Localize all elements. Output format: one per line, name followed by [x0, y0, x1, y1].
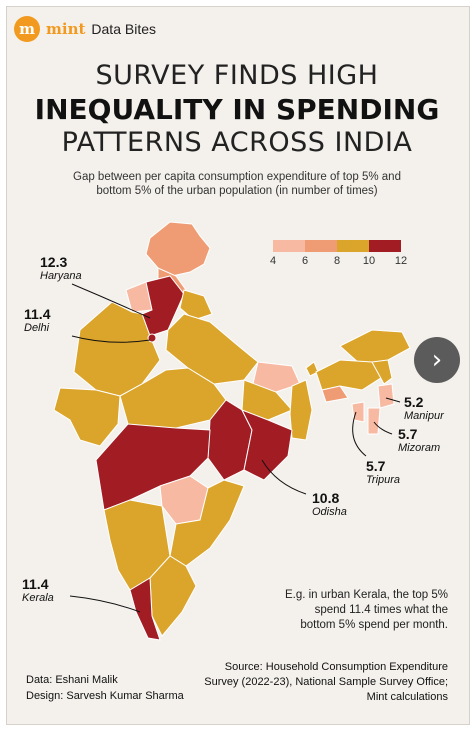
callout-manipur: 5.2 Manipur: [404, 394, 444, 422]
region-jammu-kashmir: [145, 221, 211, 277]
legend-tick: 8: [333, 255, 341, 267]
title-line-1: SURVEY FINDS HIGH: [95, 60, 379, 91]
region-odisha: [240, 409, 293, 481]
region-uttar-pradesh: [165, 313, 259, 385]
subtitle: Gap between per capita consumption expen…: [73, 171, 401, 197]
callout-value: 10.8: [312, 490, 340, 506]
legend-swatch-8-10: [337, 240, 369, 252]
legend-tick: 6: [301, 255, 309, 267]
delhi-leader-line: [71, 335, 151, 343]
callout-value: 11.4: [24, 306, 51, 322]
brand-header: m mint Data Bites: [14, 14, 156, 44]
title-line-3: PATTERNS ACROSS INDIA: [61, 127, 413, 158]
callout-state: Haryana: [40, 270, 82, 282]
region-nagaland: [371, 359, 393, 385]
region-uttarakhand: [179, 289, 213, 321]
region-haryana: [141, 275, 185, 337]
callout-state: Odisha: [312, 506, 347, 518]
credit-design: Design: Sarvesh Kumar Sharma: [26, 690, 184, 702]
callout-odisha: 10.8 Odisha: [312, 490, 347, 518]
region-manipur: [377, 383, 395, 409]
callout-value: 12.3: [40, 254, 68, 270]
region-jharkhand: [241, 379, 293, 421]
source-note: Source: Household Consumption Expenditur…: [204, 661, 448, 703]
mint-logo-icon: m: [14, 16, 40, 42]
credit-data: Data: Eshani Malik: [26, 674, 118, 686]
legend-swatch-6-8: [305, 240, 337, 252]
legend-swatch-10-12: [369, 240, 401, 252]
callout-state: Mizoram: [398, 442, 441, 454]
region-tripura: [351, 401, 365, 423]
brand-section: Data Bites: [91, 21, 156, 37]
callout-value: 5.7: [398, 426, 418, 442]
legend: 4 6 8 10 12: [269, 240, 407, 269]
callout-value: 5.2: [404, 394, 424, 410]
callout-state: Delhi: [24, 322, 50, 334]
region-tamil-nadu: [149, 555, 197, 637]
mizoram-leader-line: [373, 421, 393, 435]
kerala-example-note: E.g. in urban Kerala, the top 5% spend 1…: [284, 589, 448, 631]
callout-mizoram: 5.7 Mizoram: [398, 426, 440, 454]
legend-swatch-4-6: [273, 240, 305, 252]
chevron-right-icon: ›: [431, 345, 443, 375]
haryana-leader-line: [71, 283, 151, 319]
callout-kerala: 11.4 Kerala: [22, 576, 54, 604]
callout-state: Tripura: [366, 474, 401, 486]
legend-tick: 4: [269, 255, 277, 267]
callout-value: 11.4: [22, 576, 49, 592]
region-kerala: [129, 577, 161, 641]
region-mizoram: [367, 407, 381, 435]
region-delhi: [147, 333, 157, 343]
callout-state: Manipur: [404, 410, 444, 422]
region-arunachal: [339, 329, 411, 365]
callout-value: 5.7: [366, 458, 386, 474]
callout-state: Kerala: [22, 592, 54, 604]
region-rajasthan: [73, 301, 161, 397]
legend-tick: 12: [394, 255, 408, 267]
region-meghalaya: [321, 385, 349, 403]
callout-haryana: 12.3 Haryana: [40, 254, 82, 282]
region-gujarat: [53, 387, 121, 447]
brand-name: mint: [46, 20, 86, 38]
odisha-leader-line: [261, 459, 307, 495]
callout-delhi: 11.4 Delhi: [24, 306, 50, 334]
tripura-leader-line: [352, 411, 367, 457]
title-line-2: INEQUALITY IN SPENDING: [34, 93, 440, 126]
callout-tripura: 5.7 Tripura: [366, 458, 400, 486]
manipur-leader-line: [385, 397, 401, 403]
kerala-leader-line: [69, 595, 141, 613]
credits: Data: Eshani Malik Design: Sarvesh Kumar…: [26, 672, 184, 704]
legend-ticks: 4 6 8 10 12: [269, 255, 407, 269]
legend-tick: 10: [362, 255, 376, 267]
region-west-bengal: [289, 379, 313, 441]
next-slide-button[interactable]: ›: [414, 337, 460, 383]
